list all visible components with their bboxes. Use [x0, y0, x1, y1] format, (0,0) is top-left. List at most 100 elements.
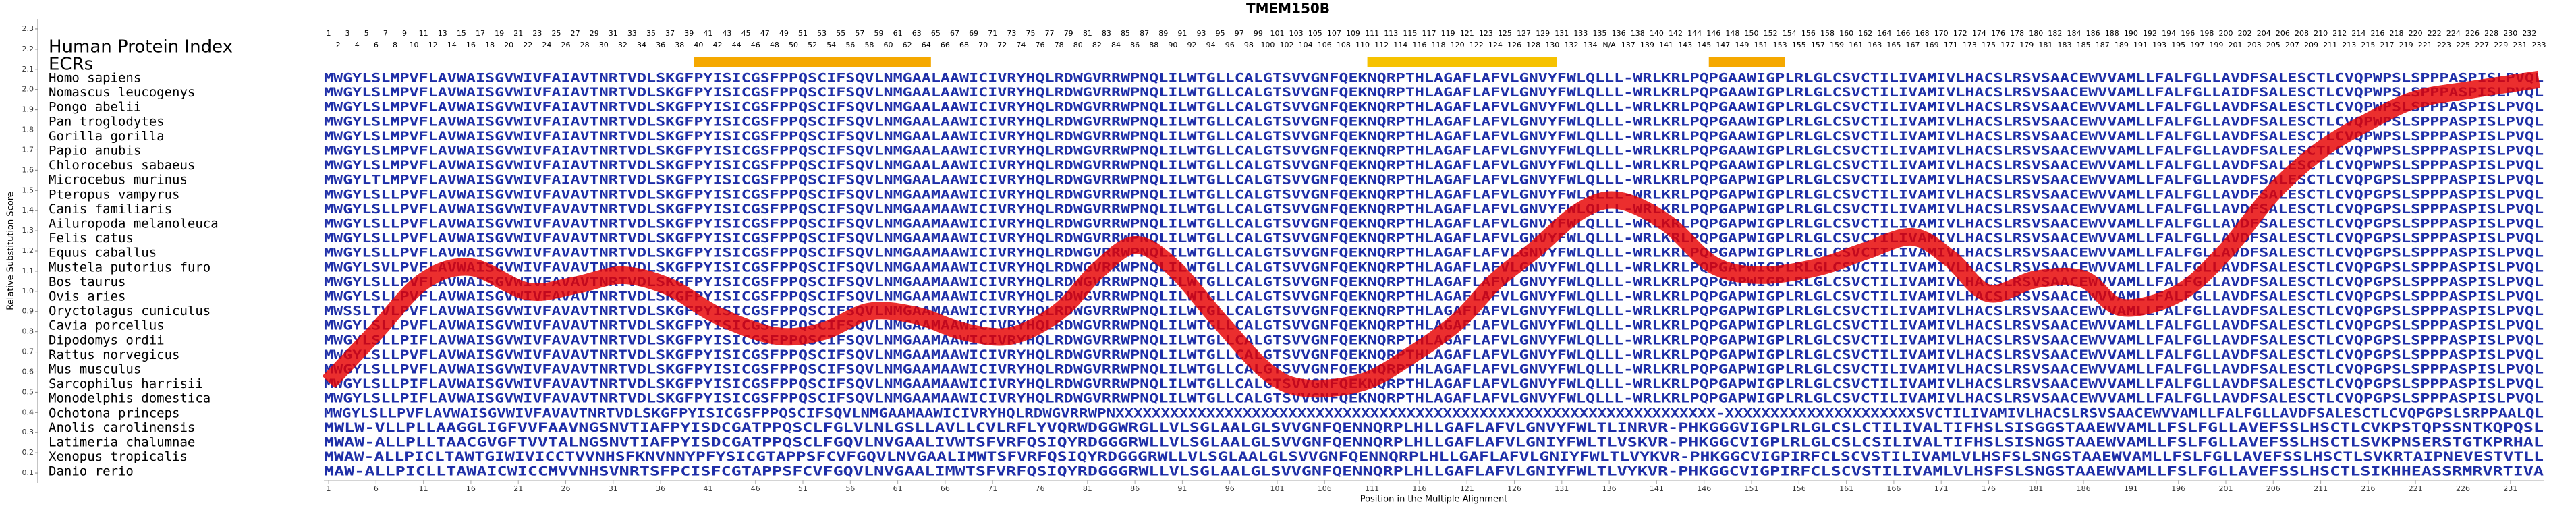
protein-index: 45 — [741, 29, 751, 38]
protein-index: 215 — [2361, 40, 2375, 49]
protein-index: 225 — [2456, 40, 2470, 49]
x-tick-label: 36 — [656, 484, 665, 493]
protein-index: 20 — [504, 40, 513, 49]
x-tick-label: 41 — [703, 484, 712, 493]
protein-index: 22 — [523, 40, 532, 49]
protein-index: 91 — [1177, 29, 1187, 38]
protein-index: 52 — [808, 40, 817, 49]
protein-index: 28 — [580, 40, 590, 49]
protein-index: 29 — [590, 29, 599, 38]
protein-index: 174 — [1972, 29, 1986, 38]
protein-index: 14 — [447, 40, 457, 49]
protein-index: 48 — [770, 40, 779, 49]
sequence: MWGYLSLLPVFLAVWAISGVWIVFAVAVTNRTVDLSKGFP… — [324, 231, 2544, 246]
x-tick-label: 181 — [2029, 484, 2043, 493]
y-tick-label: 1.7 — [22, 145, 34, 154]
protein-index: 5 — [364, 29, 369, 38]
y-tick-label: 0.1 — [22, 468, 34, 477]
species-name: Pteropus vampyrus — [49, 187, 179, 202]
protein-index: 36 — [656, 40, 665, 49]
protein-index: 108 — [1337, 40, 1351, 49]
protein-index: 49 — [779, 29, 789, 38]
protein-index: 208 — [2295, 29, 2309, 38]
protein-index: 116 — [1412, 40, 1426, 49]
protein-index: 197 — [2190, 40, 2204, 49]
protein-index: 23 — [532, 29, 542, 38]
protein-index: 163 — [1868, 40, 1882, 49]
protein-index: 232 — [2522, 29, 2536, 38]
protein-index: 122 — [1469, 40, 1484, 49]
protein-index: 162 — [1858, 29, 1872, 38]
species-name: Papio anubis — [49, 144, 141, 159]
protein-index: 160 — [1839, 29, 1853, 38]
protein-index: 129 — [1536, 29, 1550, 38]
x-tick-label: 66 — [941, 484, 950, 493]
protein-index: 70 — [978, 40, 988, 49]
protein-index: 6 — [374, 40, 379, 49]
protein-index: 13 — [438, 29, 447, 38]
species-name: Ochotona princeps — [49, 405, 179, 420]
protein-index: 34 — [637, 40, 646, 49]
protein-index: 76 — [1036, 40, 1045, 49]
protein-index: 42 — [712, 40, 722, 49]
protein-index: 8 — [393, 40, 397, 49]
sequence: MWGYLSLMPVFLAVWAISGVWIVFAIAVTNRTVDLSKGFP… — [324, 85, 2544, 100]
protein-index: 85 — [1121, 29, 1130, 38]
protein-index: 149 — [1735, 40, 1749, 49]
protein-index: 79 — [1064, 29, 1073, 38]
y-tick-label: 0.8 — [22, 327, 34, 336]
protein-index: 68 — [959, 40, 969, 49]
x-tick-label: 171 — [1934, 484, 1949, 493]
protein-index: 119 — [1441, 29, 1455, 38]
x-tick-label: 156 — [1792, 484, 1806, 493]
species-name: Mus musculus — [49, 362, 141, 377]
protein-index: 117 — [1422, 29, 1436, 38]
protein-index: 16 — [466, 40, 476, 49]
sequence: MWGYLTLMPVFLAVWAISGVWIVFAIAVTNRTVDLSKGFP… — [324, 173, 2544, 188]
y-tick-label: 1.2 — [22, 246, 34, 255]
protein-index: 190 — [2124, 29, 2138, 38]
protein-index: 63 — [912, 29, 922, 38]
x-tick-label: 216 — [2361, 484, 2375, 493]
protein-index: 38 — [675, 40, 684, 49]
sequence: MWGYLSLMPVFLAVWAISGVWIVFAIAVTNRTVDLSKGFP… — [324, 129, 2544, 144]
protein-index: 207 — [2285, 40, 2299, 49]
y-tick-label: 0.9 — [22, 307, 34, 316]
y-tick-label: 0.5 — [22, 387, 34, 396]
protein-index: 201 — [2229, 40, 2243, 49]
protein-index: 202 — [2238, 29, 2252, 38]
protein-index: N/A — [1602, 40, 1616, 49]
protein-index: 1 — [327, 29, 331, 38]
protein-index: 37 — [665, 29, 675, 38]
protein-index: 158 — [1820, 29, 1835, 38]
protein-index: 92 — [1187, 40, 1196, 49]
sequence: MWGYLSLMPVFLAVWAISGVWIVFAIAVTNRTVDLSKGFP… — [324, 100, 2544, 115]
species-name: Homo sapiens — [49, 71, 141, 86]
protein-index: 148 — [1725, 29, 1739, 38]
protein-index: 170 — [1934, 29, 1949, 38]
protein-index: 73 — [1007, 29, 1016, 38]
x-tick-label: 86 — [1130, 484, 1140, 493]
species-name: Nomascus leucogenys — [49, 85, 195, 100]
y-tick-label: 0.3 — [22, 428, 34, 437]
protein-index: 31 — [609, 29, 618, 38]
sequence: MWGYLSLLPVFLAVWAISGVWIVFAVAVTNRTVDLSKGFP… — [324, 318, 2544, 333]
protein-index: 12 — [428, 40, 438, 49]
protein-index: 59 — [874, 29, 884, 38]
protein-index: 200 — [2218, 29, 2233, 38]
protein-index: 124 — [1488, 40, 1503, 49]
protein-index: 72 — [997, 40, 1007, 49]
protein-index: 99 — [1254, 29, 1263, 38]
y-tick-label: 0.2 — [22, 448, 34, 457]
protein-index: 189 — [2115, 40, 2129, 49]
protein-index: 86 — [1130, 40, 1140, 49]
sequence: MWLW-VLLPLLAAGGLIGFVVFAAVNGSNVTIAFPYISDC… — [324, 420, 2544, 435]
protein-index: 199 — [2209, 40, 2223, 49]
species-name: Dipodomys ordii — [49, 333, 165, 347]
protein-index: 193 — [2152, 40, 2166, 49]
protein-index: 120 — [1451, 40, 1465, 49]
protein-index: 138 — [1631, 29, 1645, 38]
x-tick-label: 131 — [1555, 484, 1569, 493]
protein-index: 231 — [2513, 40, 2527, 49]
